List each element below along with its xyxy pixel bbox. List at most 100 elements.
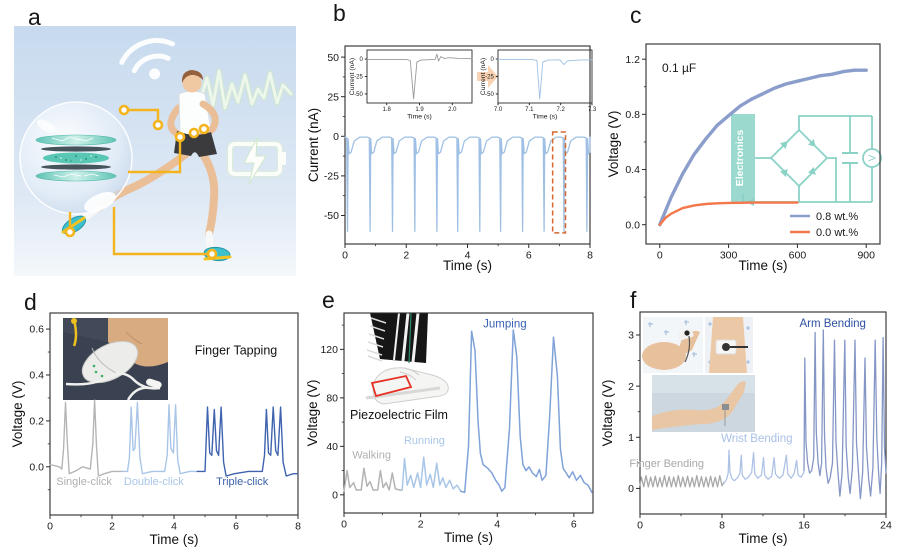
- chart-f: 0 8 16 24 0 1 2 3 Time (s) Voltage (V) Finger Bend…: [600, 311, 892, 546]
- battery-charging-icon: [226, 137, 286, 185]
- runner-illustration: [14, 26, 296, 276]
- chart-b-main: 0 2 4 6 8 50 25 0 -25 -50 Time (s) Current (nA): [306, 45, 593, 273]
- annotation-finger-tapping: Finger Tapping: [195, 343, 278, 357]
- series-single-cycle-gray: [366, 53, 473, 100]
- svg-text:0.4: 0.4: [29, 370, 44, 382]
- annotation-double-click: Double-click: [124, 476, 184, 488]
- svg-text:0: 0: [637, 520, 643, 532]
- svg-text:4: 4: [465, 250, 471, 262]
- annotation-piezoelectric-film: Piezoelectric Film: [350, 408, 448, 422]
- svg-text:4: 4: [494, 519, 500, 531]
- svg-text:7.3: 7.3: [588, 107, 597, 113]
- svg-text:-25: -25: [485, 75, 494, 81]
- svg-text:0: 0: [490, 57, 494, 63]
- annotation-walking: Walking: [352, 449, 391, 461]
- svg-text:0: 0: [332, 489, 338, 501]
- panel-d: d 0 2 4 6 8 0.0 0.2 0.4 0.6 Time (s) Voltage (V) Si…: [8, 288, 304, 556]
- vital-signal-waveform-icon: [197, 68, 294, 111]
- svg-text:3: 3: [628, 330, 634, 342]
- svg-text:6: 6: [526, 250, 532, 262]
- svg-text:Current (nA): Current (nA): [349, 58, 356, 95]
- svg-text:Time (s): Time (s): [533, 114, 558, 121]
- series-walking: [343, 467, 403, 492]
- svg-text:900: 900: [857, 250, 875, 262]
- svg-text:7.0: 7.0: [494, 107, 503, 113]
- svg-text:1.9: 1.9: [415, 107, 424, 113]
- svg-text:Time (s): Time (s): [444, 530, 493, 545]
- svg-text:-50: -50: [354, 92, 363, 98]
- svg-text:120: 120: [320, 344, 338, 356]
- svg-text:8: 8: [295, 521, 301, 533]
- panel-e: e 0 2 4 6 0 40 80 120 Time (s) Voltage (V) Walking…: [305, 287, 600, 556]
- svg-text:Time (s): Time (s): [739, 531, 788, 546]
- film-highlight-box: [370, 374, 413, 398]
- panel-label-a: a: [28, 4, 41, 30]
- svg-text:600: 600: [789, 250, 807, 262]
- annotation-jumping: Jumping: [483, 319, 526, 331]
- svg-text:40: 40: [326, 441, 338, 453]
- svg-text:Time (s): Time (s): [150, 532, 199, 547]
- panel-label-e: e: [322, 287, 335, 313]
- rectifier-circuit-inset: Electronics V: [731, 114, 882, 206]
- series-output-current: [344, 136, 591, 232]
- chart-c: 0 300 600 900 0.0 0.4 0.8 1.2 Time (s) Voltage (V…: [606, 43, 881, 273]
- svg-text:Voltage (V): Voltage (V): [10, 381, 25, 448]
- annotation-arm-bending: Arm Bending: [799, 318, 865, 330]
- svg-text:2: 2: [109, 521, 115, 533]
- svg-text:0: 0: [359, 57, 363, 63]
- svg-text:-25: -25: [354, 75, 363, 81]
- shoe-photo: [358, 312, 460, 405]
- svg-text:-50: -50: [485, 92, 494, 98]
- svg-text:0: 0: [47, 521, 53, 533]
- svg-text:1.8: 1.8: [383, 107, 392, 113]
- svg-text:0: 0: [341, 519, 347, 531]
- annotation-finger-bending: Finger Bending: [629, 458, 704, 470]
- svg-text:4: 4: [171, 521, 177, 533]
- sensor-nodes: [64, 104, 218, 260]
- joint-bending-chart: 0 8 16 24 0 1 2 3 Time (s) Voltage (V) Finger Bend…: [600, 311, 892, 546]
- svg-text:24: 24: [880, 520, 892, 532]
- panel-label-c: c: [630, 2, 642, 28]
- panel-f: f: [600, 287, 894, 556]
- svg-text:7.2: 7.2: [556, 107, 565, 113]
- svg-text:0.6: 0.6: [29, 324, 44, 336]
- svg-text:8: 8: [587, 250, 593, 262]
- diode-icons: [780, 139, 816, 177]
- finger-photo: [642, 317, 703, 373]
- svg-text:0: 0: [342, 250, 348, 262]
- series-finger-bending: [639, 474, 725, 488]
- panel-a: a: [8, 6, 304, 282]
- svg-text:-25: -25: [324, 171, 339, 183]
- svg-text:Voltage (V): Voltage (V): [600, 380, 615, 447]
- svg-text:1.2: 1.2: [625, 54, 640, 66]
- electronics-label: Electronics: [734, 130, 746, 187]
- svg-text:2.0: 2.0: [448, 107, 457, 113]
- svg-text:1: 1: [628, 432, 634, 444]
- svg-text:0.8: 0.8: [625, 109, 640, 121]
- svg-text:Time (s): Time (s): [407, 114, 432, 121]
- panel-label-d: d: [24, 289, 37, 315]
- svg-text:0.0: 0.0: [625, 219, 640, 231]
- panel-label-f: f: [630, 287, 637, 313]
- chart-e: 0 2 4 6 0 40 80 120 Time (s) Voltage (V) Walking Ru…: [305, 312, 594, 545]
- wifi-icon: [119, 38, 176, 80]
- svg-text:7.1: 7.1: [525, 107, 534, 113]
- panel-c: c Electronics V: [604, 2, 894, 282]
- svg-text:0.2: 0.2: [29, 416, 44, 428]
- svg-text:0.4: 0.4: [625, 164, 640, 176]
- legend-label: 0.8 wt.%: [816, 211, 858, 223]
- annotation-triple-click: Triple-click: [216, 476, 269, 488]
- svg-text:Current (nA): Current (nA): [480, 58, 487, 95]
- svg-text:80: 80: [326, 393, 338, 405]
- svg-text:Time (s): Time (s): [443, 258, 492, 273]
- annotation-wrist-bending: Wrist Bending: [721, 433, 792, 445]
- svg-text:300: 300: [720, 250, 738, 262]
- svg-text:0: 0: [333, 131, 339, 143]
- series-single-cycle-blue: [497, 58, 593, 100]
- series-jumping: [460, 329, 593, 494]
- svg-text:8: 8: [719, 520, 725, 532]
- series-running: [401, 456, 462, 492]
- svg-text:6: 6: [233, 521, 239, 533]
- zoom-arrow-icon: [477, 65, 498, 88]
